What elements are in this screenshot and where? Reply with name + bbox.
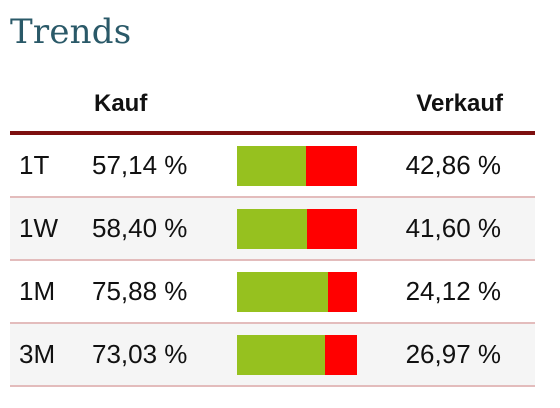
buy-percentage: 57,14 %	[92, 150, 188, 180]
buy-ratio-fill	[237, 146, 306, 186]
buy-percentage: 58,40 %	[92, 213, 188, 243]
sell-percentage: 26,97 %	[405, 339, 501, 369]
widget-title: Trends	[10, 12, 132, 52]
period-label: 3M	[19, 339, 56, 369]
buy-ratio-fill	[237, 272, 329, 312]
period-label: 1W	[19, 213, 58, 243]
table-row: 1T 57,14 % 42,86 %	[10, 135, 535, 198]
sell-percentage: 42,86 %	[405, 150, 501, 180]
buy-sell-ratio-bar	[237, 335, 357, 375]
table-row: 3M 73,03 % 26,97 %	[10, 324, 535, 387]
buy-sell-ratio-bar	[237, 209, 357, 249]
period-label: 1M	[19, 276, 56, 306]
table-header: Kauf Verkauf	[10, 86, 535, 130]
buy-ratio-fill	[237, 335, 325, 375]
column-header-sell: Verkauf	[416, 90, 503, 117]
buy-percentage: 73,03 %	[92, 339, 188, 369]
period-label: 1T	[19, 150, 50, 180]
table-row: 1M 75,88 % 24,12 %	[10, 261, 535, 324]
header-divider	[10, 131, 535, 135]
table-row: 1W 58,40 % 41,60 %	[10, 198, 535, 261]
sell-percentage: 41,60 %	[405, 213, 501, 243]
buy-percentage: 75,88 %	[92, 276, 188, 306]
column-header-buy: Kauf	[94, 90, 148, 117]
sell-percentage: 24,12 %	[405, 276, 501, 306]
buy-sell-ratio-bar	[237, 272, 357, 312]
buy-sell-ratio-bar	[237, 146, 357, 186]
buy-ratio-fill	[237, 209, 308, 249]
trends-table: 1T 57,14 % 42,86 % 1W 58,40 % 41,60 % 1M…	[10, 135, 535, 387]
